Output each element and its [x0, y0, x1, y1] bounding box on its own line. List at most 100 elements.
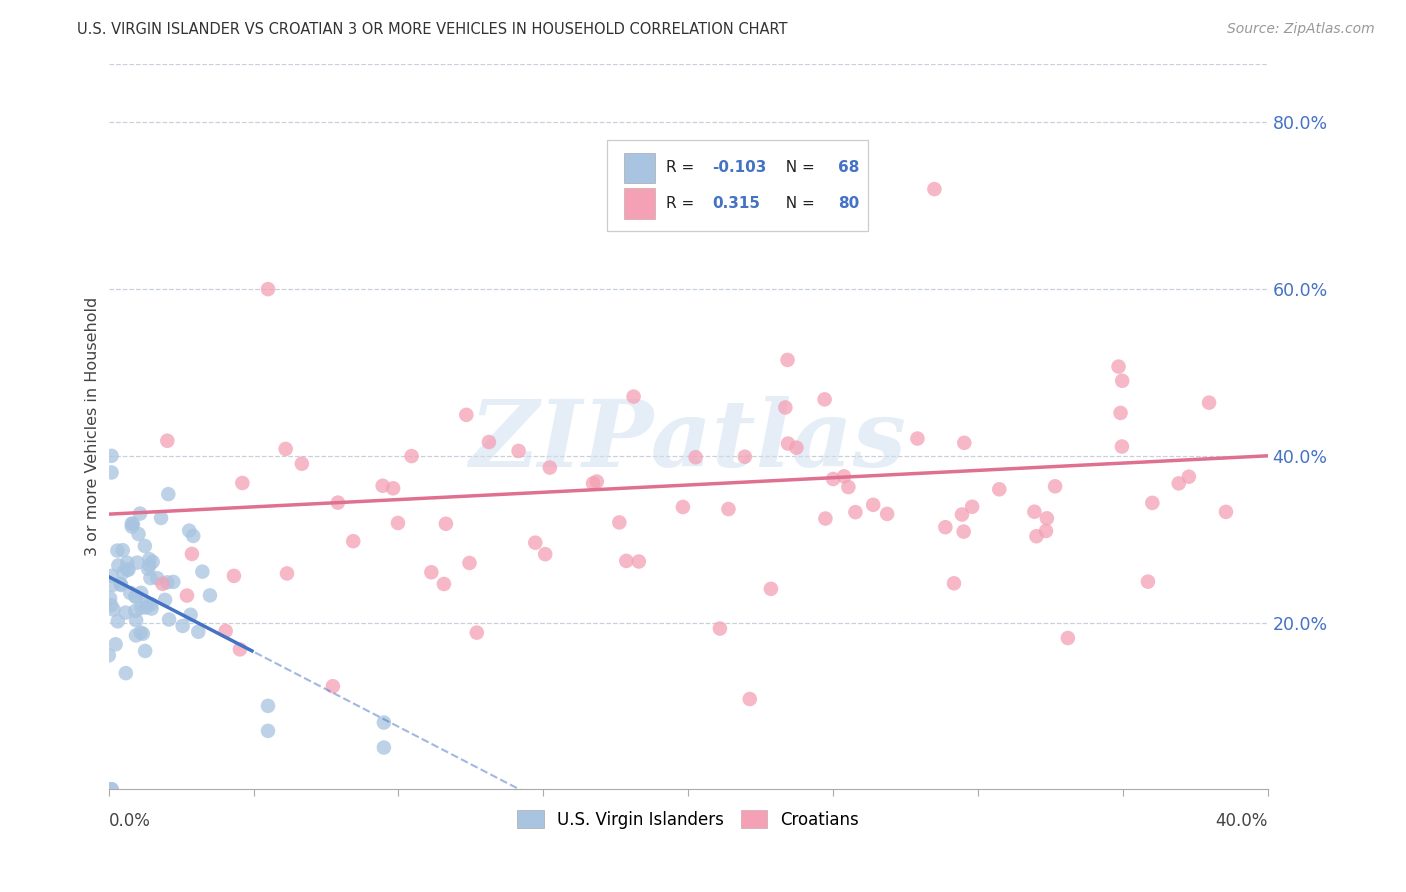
Point: [156, 575, 179, 590]
Point: [153, 592, 176, 607]
Point: [139, 597, 162, 611]
Point: [117, 563, 139, 577]
Point: [176, 589, 198, 603]
Point: [1136, 574, 1159, 589]
Point: [524, 535, 547, 549]
Y-axis label: 3 or more Vehicles in Household: 3 or more Vehicles in Household: [86, 297, 100, 557]
Point: [103, 602, 125, 616]
Point: [1057, 631, 1080, 645]
Point: [105, 543, 128, 558]
Point: [162, 574, 184, 589]
Point: [387, 516, 409, 530]
Point: [734, 450, 756, 464]
Point: [943, 576, 966, 591]
Point: [1167, 476, 1189, 491]
Point: [157, 613, 180, 627]
Point: [198, 588, 221, 602]
Point: [1108, 359, 1130, 374]
Point: [538, 460, 561, 475]
Point: [465, 625, 488, 640]
Point: [134, 644, 156, 658]
Point: [862, 498, 884, 512]
Point: [373, 715, 395, 730]
Point: [104, 637, 127, 651]
Point: [478, 435, 501, 450]
Text: R =: R =: [666, 161, 699, 175]
Point: [759, 582, 782, 596]
Point: [122, 516, 145, 531]
Point: [172, 619, 194, 633]
Point: [322, 679, 344, 693]
Point: [121, 519, 143, 533]
Point: [181, 529, 204, 543]
Point: [508, 444, 530, 458]
Point: [117, 563, 139, 577]
FancyBboxPatch shape: [607, 140, 868, 231]
Point: [1109, 406, 1132, 420]
Point: [214, 624, 236, 638]
Point: [1024, 505, 1046, 519]
Point: [98, 591, 121, 606]
Point: [607, 516, 630, 530]
Point: [141, 601, 163, 615]
Point: [623, 390, 645, 404]
Point: [135, 598, 157, 612]
Point: [1178, 469, 1201, 483]
Point: [97, 648, 120, 663]
Point: [156, 434, 179, 448]
Point: [907, 432, 929, 446]
Point: [534, 547, 557, 561]
Point: [179, 524, 201, 538]
Point: [138, 558, 160, 572]
Point: [100, 569, 122, 583]
Point: [837, 480, 859, 494]
Point: [1025, 529, 1047, 543]
Point: [138, 552, 160, 566]
Point: [776, 436, 799, 450]
Text: 0.315: 0.315: [713, 195, 761, 211]
Point: [433, 577, 456, 591]
Point: [1198, 395, 1220, 409]
Point: [222, 569, 245, 583]
Point: [326, 495, 349, 509]
Point: [709, 622, 731, 636]
Point: [876, 507, 898, 521]
Point: [128, 527, 150, 541]
Point: [101, 578, 124, 592]
Point: [134, 539, 156, 553]
Point: [276, 566, 298, 581]
Point: [180, 547, 202, 561]
Point: [1036, 511, 1059, 525]
Point: [401, 449, 423, 463]
Point: [814, 392, 837, 407]
Point: [934, 520, 956, 534]
Point: [1142, 496, 1164, 510]
Point: [274, 442, 297, 456]
Point: [110, 576, 132, 591]
Point: [191, 565, 214, 579]
Point: [132, 626, 155, 640]
Point: [121, 516, 143, 531]
Text: N =: N =: [776, 195, 820, 211]
Point: [129, 507, 152, 521]
Point: [100, 782, 122, 797]
Point: [257, 282, 280, 296]
Point: [420, 566, 443, 580]
Point: [458, 556, 481, 570]
Point: [342, 534, 364, 549]
Point: [125, 590, 148, 604]
Point: [823, 472, 845, 486]
Point: [1215, 505, 1237, 519]
Point: [100, 466, 122, 480]
Point: [125, 628, 148, 642]
Text: ZIPatlas: ZIPatlas: [470, 396, 907, 486]
Text: 40.0%: 40.0%: [1215, 813, 1268, 830]
Point: [924, 182, 946, 196]
Point: [775, 401, 797, 415]
Point: [1043, 479, 1066, 493]
Point: [110, 578, 132, 592]
Point: [111, 543, 134, 558]
Point: [136, 562, 159, 576]
Point: [127, 556, 149, 570]
Point: [776, 353, 799, 368]
